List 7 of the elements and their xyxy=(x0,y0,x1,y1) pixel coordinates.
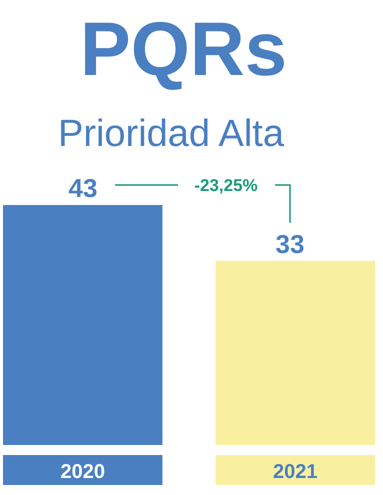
chart-title: PQRs xyxy=(80,7,287,92)
data-label: 43 xyxy=(68,173,98,203)
data-label: 33 xyxy=(276,228,304,259)
chart-subtitle: Prioridad Alta xyxy=(58,113,285,155)
x-tick-label: 2020 xyxy=(60,461,105,483)
text: -23,25% xyxy=(194,176,258,195)
x-tick-label: 2021 xyxy=(273,461,318,483)
